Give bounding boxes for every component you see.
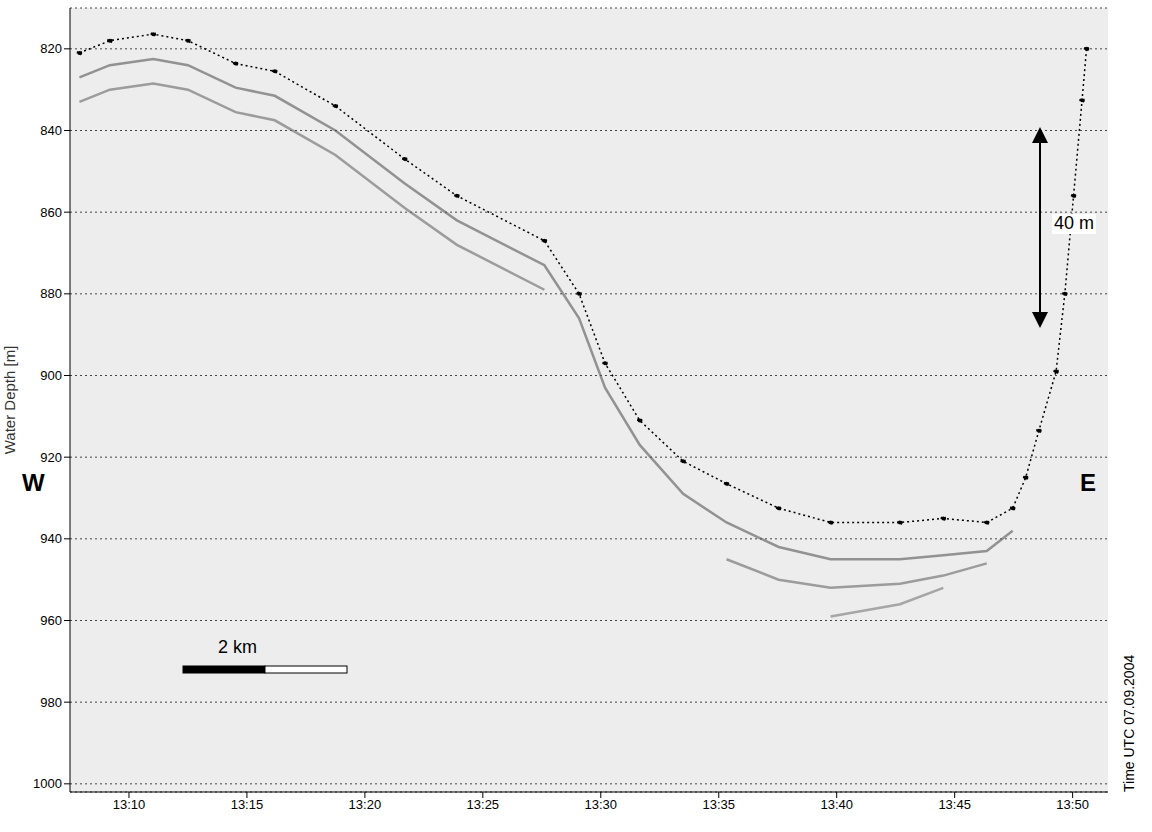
svg-text:900: 900: [40, 368, 62, 383]
svg-text:920: 920: [40, 450, 62, 465]
html-text:Time UTC 07.09.2004: Time UTC 07.09.2004: [1121, 654, 1137, 792]
svg-text:13:25: 13:25: [467, 797, 500, 812]
svg-text:860: 860: [40, 205, 62, 220]
svg-text:940: 940: [40, 531, 62, 546]
svg-text:820: 820: [40, 41, 62, 56]
svg-text:840: 840: [40, 123, 62, 138]
html-text:2 km: 2 km: [218, 637, 257, 657]
svg-text:13:10: 13:10: [113, 797, 146, 812]
svg-text:Water Depth [m]: Water Depth [m]: [1, 346, 18, 455]
svg-text:13:50: 13:50: [1056, 797, 1089, 812]
svg-text:1000: 1000: [33, 776, 62, 791]
html-text:W: W: [22, 469, 45, 496]
svg-text:13:45: 13:45: [938, 797, 971, 812]
svg-text:13:30: 13:30: [585, 797, 618, 812]
svg-text:13:35: 13:35: [702, 797, 735, 812]
html-text:E: E: [1080, 469, 1096, 496]
svg-text:960: 960: [40, 613, 62, 628]
svg-text:980: 980: [40, 695, 62, 710]
svg-text:880: 880: [40, 286, 62, 301]
svg-text:13:40: 13:40: [820, 797, 853, 812]
svg-text:13:20: 13:20: [349, 797, 382, 812]
html-text:40 m: 40 m: [1054, 213, 1094, 233]
svg-text:13:15: 13:15: [231, 797, 264, 812]
